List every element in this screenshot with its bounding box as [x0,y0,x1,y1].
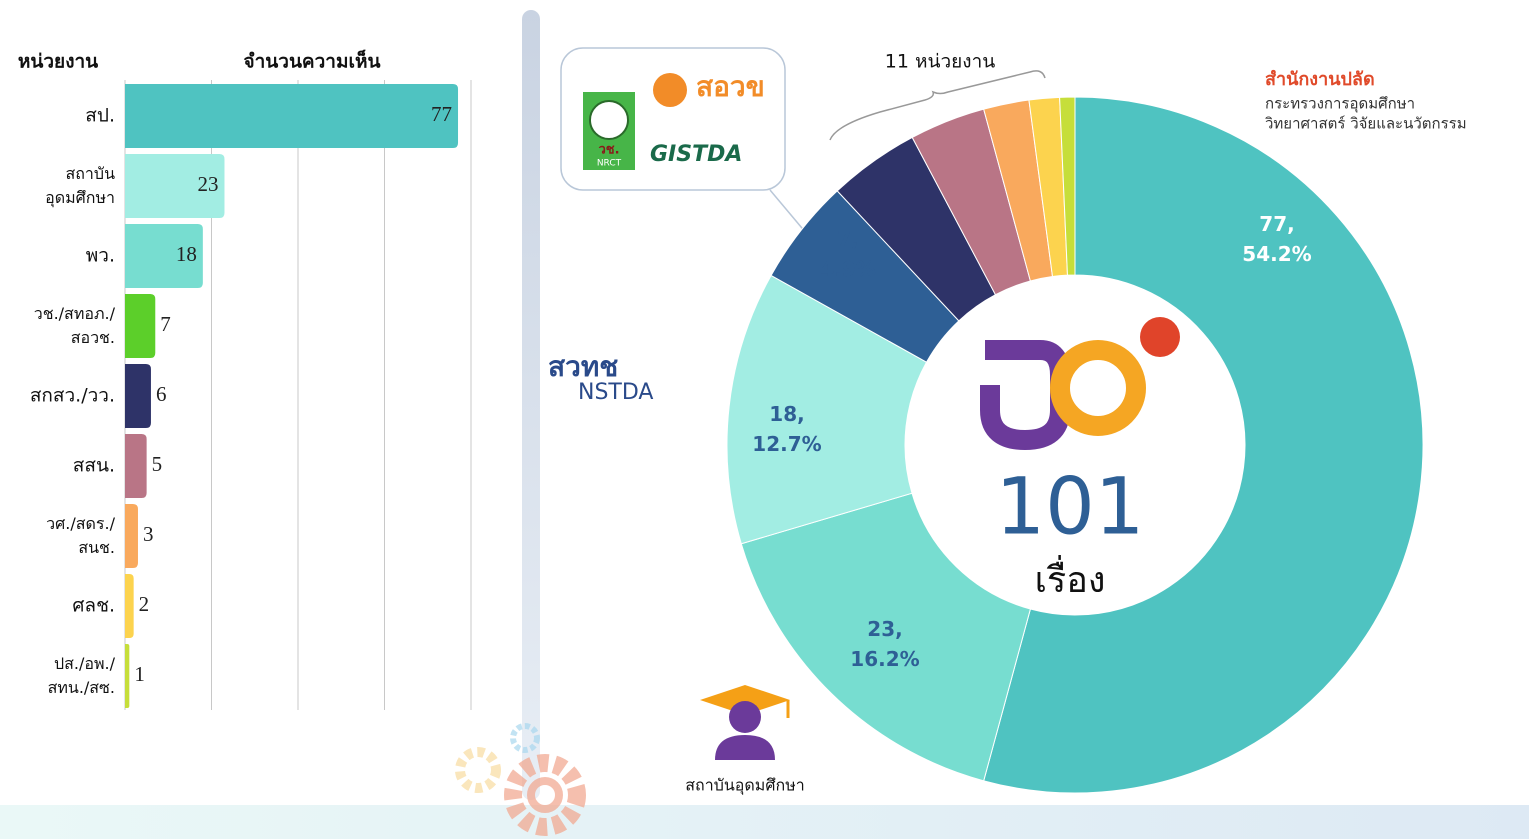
nstda-en: NSTDA [578,380,653,405]
value-label: 77 [431,102,452,126]
value-label: 23 [197,172,218,196]
column-header: หน่วยงาน [18,51,98,73]
category-label: วศ./สดร./สนช. [46,514,115,557]
center-logo-badge [1140,317,1180,357]
tsri-logo-mark [653,73,687,107]
category-label: พว. [86,245,115,267]
category-label: สถาบันอุดมศึกษา [45,164,115,208]
ops-title: สำนักงานปลัด [1265,69,1375,90]
category-label: วช./สทอภ./สอวช. [34,304,116,347]
value-label: 5 [152,452,163,476]
tsri-th: สอวข [696,70,765,103]
value-label: 6 [156,382,167,406]
bar [125,434,147,498]
divider [522,10,540,800]
bar [125,644,129,708]
column-header: จำนวนความเห็น [243,49,380,73]
ops-sub: กระทรวงการอุดมศึกษา [1265,95,1415,114]
center-label: เรื่อง [1035,555,1106,601]
page: {"chart_data": [ {"type": "hbar", "categ… [0,0,1529,839]
bar [125,294,155,358]
center-value: 101 [996,462,1145,552]
higher-ed-label: สถาบันอุดมศึกษา [685,776,804,796]
value-label: 1 [134,662,145,686]
nrct-emblem [590,101,628,139]
category-label: สป. [85,105,115,127]
value-label: 7 [160,312,171,336]
value-label: 2 [139,592,150,616]
nstda-th: สวทช [548,350,618,383]
nrct-en: NRCT [597,159,622,169]
annotation: 11 หน่วยงาน [885,51,995,73]
gistda-logo: GISTDA [650,142,742,167]
value-label: 3 [143,522,154,546]
infographic: วช. NRCT สอวข GISTDA สวทช NSTDA สถาบันอุ… [0,0,1529,839]
ops-sub: วิทยาศาสตร์ วิจัยและนวัตกรรม [1264,115,1466,133]
bottom-band [0,805,1529,839]
category-label: สกสว./วว. [30,385,115,407]
category-label: ศลช. [72,595,115,617]
bar [125,504,138,568]
nrct-th: วช. [598,143,619,158]
value-label: 18 [176,242,197,266]
category-label: สสน. [73,455,115,477]
bar [125,84,458,148]
bar [125,574,134,638]
graduate-icon [700,685,790,760]
category-label: ปส./อพ./สทน./สซ. [48,654,116,697]
bar [125,364,151,428]
